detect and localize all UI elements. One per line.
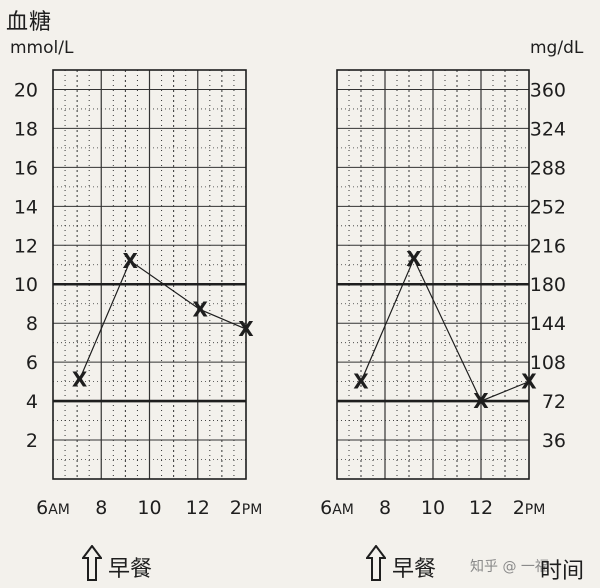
time-label: 时间 <box>540 559 585 584</box>
y-tick-label: 252 <box>530 196 566 218</box>
y-tick-label: 20 <box>14 79 38 101</box>
plot-frame <box>52 69 247 480</box>
series-line <box>360 257 530 402</box>
data-point-marker: X <box>473 389 489 413</box>
x-tick-label: 2PM <box>230 497 263 519</box>
y-tick-label: 324 <box>530 118 566 140</box>
right-unit-label: mg/dL <box>530 38 584 58</box>
y-tick-label: 2 <box>26 430 38 452</box>
y-tick-label: 16 <box>14 157 38 179</box>
x-tick-label: 10 <box>137 497 161 519</box>
x-tick-label: 10 <box>421 497 445 519</box>
y-tick-label: 14 <box>14 196 38 218</box>
data-point-marker: X <box>72 368 88 392</box>
y-tick-label: 10 <box>14 274 38 296</box>
data-point-marker: X <box>353 370 369 394</box>
y-tick-label: 8 <box>26 313 38 335</box>
y-tick-label: 36 <box>542 430 566 452</box>
data-point-marker: X <box>192 298 208 322</box>
y-tick-label: 360 <box>530 79 566 101</box>
data-point-marker: X <box>238 317 254 341</box>
x-tick-label: 12 <box>186 497 210 519</box>
y-tick-label: 180 <box>530 274 566 296</box>
chart-panel-1: 2 4 6 8 10 12 14 16 18 20 6AM 8 10 12 2PM X X X X <box>14 69 263 519</box>
x-tick-label: 6AM <box>36 497 70 519</box>
x-tick-label: 8 <box>379 497 391 519</box>
figure-title: 血糖 <box>6 10 53 35</box>
y-tick-label: 72 <box>542 391 566 413</box>
y-tick-label: 108 <box>530 352 566 374</box>
x-tick-label: 12 <box>469 497 493 519</box>
y-tick-label: 288 <box>530 157 566 179</box>
x-tick-label: 8 <box>95 497 107 519</box>
y-tick-label: 6 <box>26 352 38 374</box>
data-point-marker: X <box>406 247 422 271</box>
chart-panel-2: 36 72 108 144 180 216 252 288 324 360 6AM 8 10 12 2PM X… <box>320 69 566 519</box>
watermark: 知乎 @ 一福 <box>470 559 549 575</box>
x-tick-label: 2PM <box>513 497 546 519</box>
y-tick-label: 12 <box>14 235 38 257</box>
arrow-up-icon <box>366 545 386 581</box>
meal-label-left: 早餐 <box>108 557 153 582</box>
y-tick-label: 18 <box>14 118 38 140</box>
y-tick-label: 144 <box>530 313 566 335</box>
y-tick-label: 216 <box>530 235 566 257</box>
series-line <box>78 259 247 380</box>
y-tick-label: 4 <box>26 391 38 413</box>
left-unit-label: mmol/L <box>10 38 74 58</box>
x-tick-label: 6AM <box>320 497 354 519</box>
data-point-marker: X <box>122 249 138 273</box>
plot-frame <box>336 69 530 480</box>
arrow-up-icon <box>82 545 102 581</box>
data-point-marker: X <box>521 370 537 394</box>
meal-label-right: 早餐 <box>392 557 437 582</box>
